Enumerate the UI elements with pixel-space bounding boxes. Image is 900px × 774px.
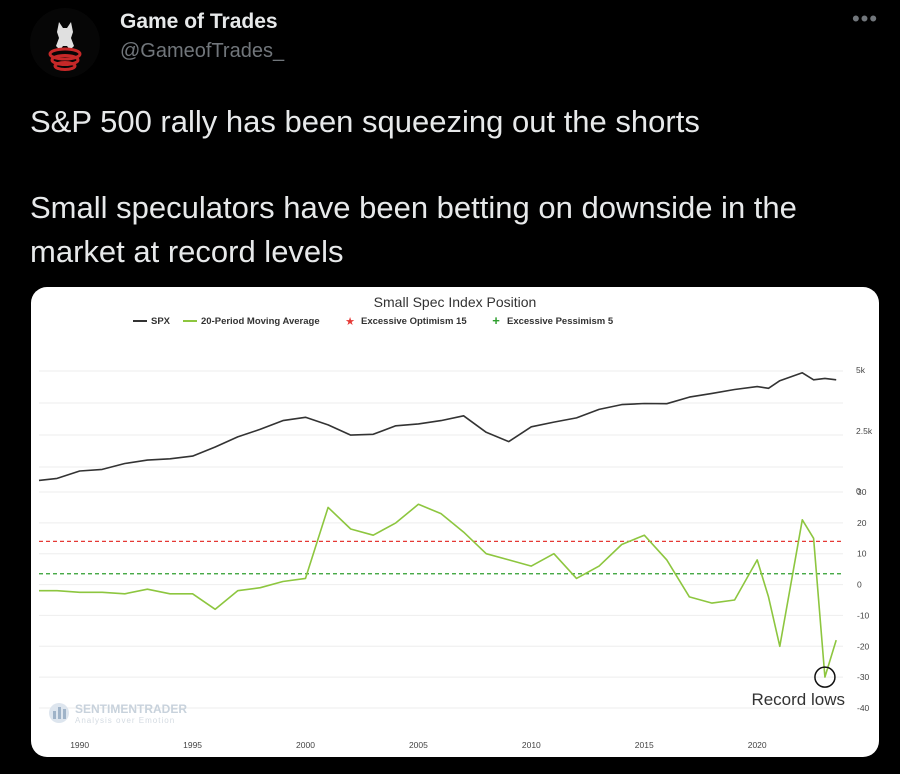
watermark-tagline: Analysis over Emotion — [75, 716, 175, 725]
y-tick-label-upper: 0 — [856, 486, 861, 496]
series-line-ma — [39, 503, 837, 678]
author-avatar[interactable] — [30, 8, 100, 78]
tweet-line: S&P 500 rally has been squeezing out the… — [30, 104, 700, 139]
watermark-logo-bar — [53, 711, 56, 719]
y-tick-label-lower: -20 — [857, 641, 870, 651]
bull-horse-logo-icon — [30, 8, 100, 78]
tweet-line: Small speculators have been betting on d… — [30, 190, 797, 269]
x-tick-label: 2010 — [522, 740, 541, 750]
watermark-logo-bar — [63, 709, 66, 719]
chart-svg: Small Spec Index Position SPX 20-Period Mo… — [38, 294, 873, 750]
series-line-spx — [38, 372, 837, 482]
y-tick-label-lower: -40 — [857, 703, 870, 713]
x-tick-label: 1995 — [183, 740, 202, 750]
y-tick-label-lower: 10 — [857, 549, 867, 559]
chart-title: Small Spec Index Position — [374, 294, 537, 310]
chart-image[interactable]: Small Spec Index Position SPX 20-Period Mo… — [31, 287, 879, 757]
legend-label: Excessive Optimism 15 — [361, 316, 467, 327]
y-tick-label-upper: 2.5k — [856, 426, 873, 436]
watermark-logo-bar — [58, 707, 61, 719]
author-name[interactable]: Game of Trades — [120, 10, 278, 33]
y-tick-label-lower: -30 — [857, 672, 870, 682]
more-options-icon[interactable]: ••• — [851, 6, 879, 31]
annotation-record-lows: Record lows — [751, 690, 845, 709]
legend-swatch: ★ — [345, 315, 355, 328]
legend-swatch: + — [492, 313, 500, 328]
x-tick-label: 2005 — [409, 740, 428, 750]
legend-label: 20-Period Moving Average — [201, 316, 320, 327]
y-tick-label-lower: -10 — [857, 610, 870, 620]
x-tick-label: 2020 — [748, 740, 767, 750]
y-tick-label-lower: 0 — [857, 580, 862, 590]
y-tick-label-upper: 5k — [856, 365, 866, 375]
record-lows-circle — [814, 666, 836, 688]
x-tick-label: 2015 — [635, 740, 654, 750]
watermark-name: SENTIMENTRADER — [75, 702, 187, 716]
legend-label: SPX — [151, 316, 171, 327]
x-tick-label: 1990 — [70, 740, 89, 750]
y-tick-label-lower: 20 — [857, 518, 867, 528]
x-tick-label: 2000 — [296, 740, 315, 750]
tweet-text: S&P 500 rally has been squeezing out the… — [30, 100, 880, 274]
y-tick-label-lower: 30 — [857, 487, 867, 497]
legend-label: Excessive Pessimism 5 — [507, 316, 614, 327]
author-handle[interactable]: @GameofTrades_ — [120, 40, 285, 62]
